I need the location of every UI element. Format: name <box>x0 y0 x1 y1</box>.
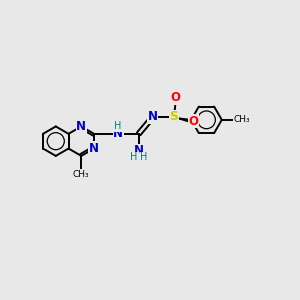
Text: S: S <box>169 110 178 123</box>
Text: N: N <box>113 127 123 140</box>
Text: O: O <box>171 91 181 104</box>
Text: CH₃: CH₃ <box>233 115 250 124</box>
Text: N: N <box>148 110 158 123</box>
Text: N: N <box>134 144 144 158</box>
Text: H: H <box>130 152 137 162</box>
Text: CH₃: CH₃ <box>73 170 90 179</box>
Text: H: H <box>140 152 148 162</box>
Text: H: H <box>115 122 122 131</box>
Text: N: N <box>89 142 99 155</box>
Text: O: O <box>188 115 199 128</box>
Text: N: N <box>76 120 86 133</box>
